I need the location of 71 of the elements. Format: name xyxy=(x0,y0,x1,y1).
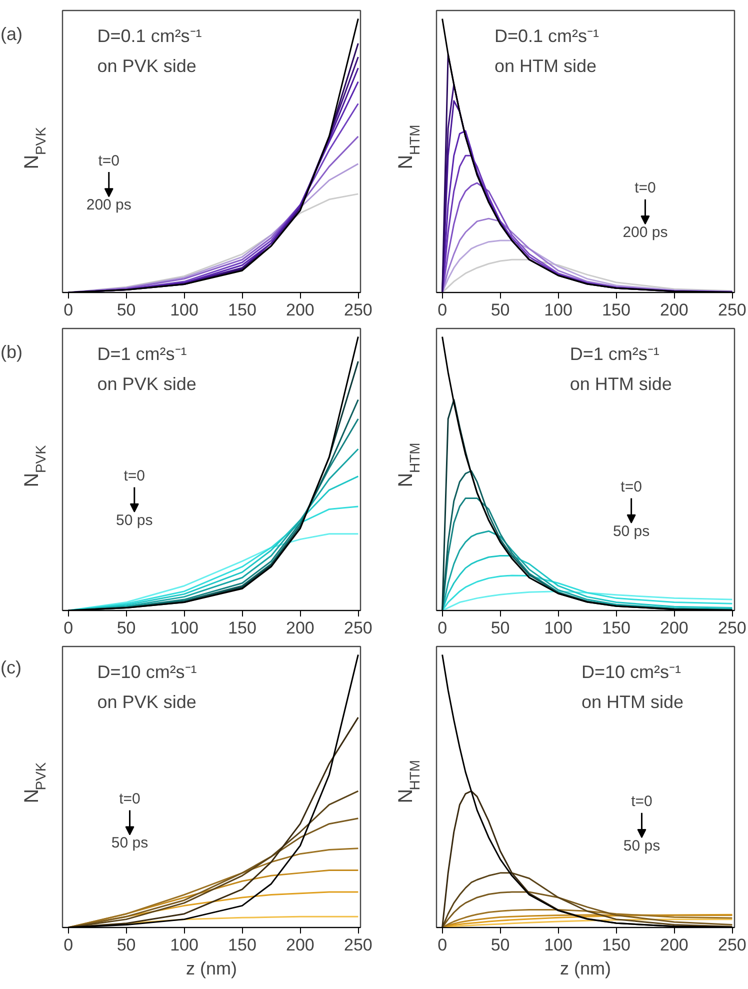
x-tick-label: 50 xyxy=(116,300,136,320)
x-tick-label: 0 xyxy=(64,936,74,954)
x-tick-label: 50 xyxy=(116,618,136,638)
annotation: t=0 xyxy=(119,790,140,808)
annotation: t=0 xyxy=(98,152,120,170)
annotation: D=0.1 cm²s⁻¹ xyxy=(97,26,202,46)
x-tick-label: 100 xyxy=(170,936,198,954)
annotation: 50 ps xyxy=(116,512,153,529)
annotation: t=0 xyxy=(620,478,642,496)
annotation: t=0 xyxy=(634,180,656,197)
x-tick-label: 50 xyxy=(490,618,510,638)
x-tick-label: 100 xyxy=(170,618,198,638)
text: (c) xyxy=(0,657,22,678)
x-tick-label: 250 xyxy=(718,936,746,954)
x-tick-label: 200 xyxy=(286,300,314,320)
x-tick-label: 200 xyxy=(286,936,314,954)
y-axis-title: NHTM xyxy=(395,442,423,488)
annotation: on PVK side xyxy=(97,56,196,76)
y-axis-title: NPVK xyxy=(21,126,49,170)
x-tick-label: 200 xyxy=(660,936,688,954)
annotation: 50 ps xyxy=(111,834,148,852)
annotation: 200 ps xyxy=(86,196,132,214)
y-axis-title: NPVK xyxy=(21,762,49,804)
x-tick-label: 250 xyxy=(344,618,372,638)
x-tick-label: 150 xyxy=(602,936,630,954)
x-tick-label: 200 xyxy=(286,618,314,638)
x-tick-label: 0 xyxy=(438,300,448,320)
x-tick-label: 250 xyxy=(718,618,746,638)
annotation: D=10 cm²s⁻¹ xyxy=(97,662,197,682)
annotation: on HTM side xyxy=(581,692,684,712)
x-tick-label: 250 xyxy=(344,936,372,954)
annotation: 200 ps xyxy=(622,224,668,242)
annotation: D=1 cm²s⁻¹ xyxy=(570,344,660,364)
x-tick-label: 0 xyxy=(64,618,74,638)
x-tick-label: 150 xyxy=(602,300,630,320)
y-axis-title: NPVK xyxy=(21,444,49,488)
x-tick-label: 50 xyxy=(116,936,136,954)
x-tick-label: 50 xyxy=(490,300,510,320)
annotation: on PVK side xyxy=(97,692,196,712)
annotation: D=0.1 cm²s⁻¹ xyxy=(494,26,600,46)
x-tick-label: 150 xyxy=(602,618,630,638)
x-tick-label: 0 xyxy=(64,300,74,320)
annotation: t=0 xyxy=(631,793,652,810)
annotation: on HTM side xyxy=(494,56,597,76)
x-tick-label: 250 xyxy=(718,300,746,320)
annotation: D=10 cm²s⁻¹ xyxy=(581,662,681,682)
x-tick-label: 100 xyxy=(544,300,572,320)
annotation: 50 ps xyxy=(623,837,660,854)
x-tick-label: 100 xyxy=(170,300,198,320)
x-tick-label: 250 xyxy=(344,300,372,320)
text: (b) xyxy=(0,342,22,362)
x-tick-label: 0 xyxy=(438,936,448,954)
x-tick-label: 100 xyxy=(544,618,572,638)
x-tick-label: 100 xyxy=(544,936,572,954)
text: (a) xyxy=(0,24,22,44)
y-axis-title: NHTM xyxy=(395,124,423,170)
annotation: 50 ps xyxy=(612,522,650,540)
x-tick-label: 150 xyxy=(228,300,256,320)
x-tick-label: 150 xyxy=(228,936,256,954)
y-axis-title: NHTM xyxy=(395,760,423,804)
annotation: t=0 xyxy=(124,468,146,485)
x-tick-label: 200 xyxy=(660,300,688,320)
annotation: D=1 cm²s⁻¹ xyxy=(97,344,187,364)
x-tick-label: 0 xyxy=(438,618,448,638)
annotation: on PVK side xyxy=(97,374,196,394)
x-axis-title: z (nm) xyxy=(560,958,612,978)
x-axis-title: z (nm) xyxy=(186,958,238,978)
x-tick-label: 50 xyxy=(490,936,510,954)
annotation: on HTM side xyxy=(570,374,672,394)
x-tick-label: 150 xyxy=(228,618,256,638)
x-tick-label: 200 xyxy=(660,618,688,638)
